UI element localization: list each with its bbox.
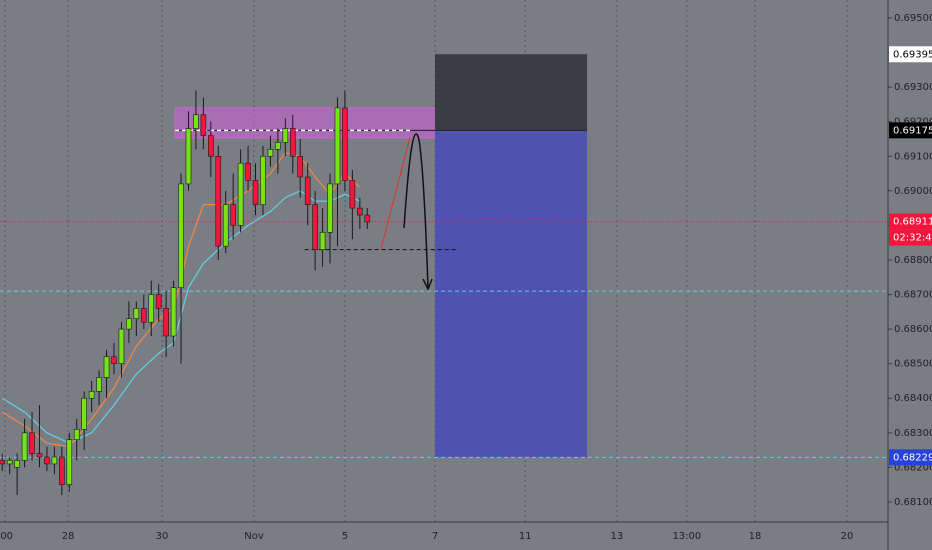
candle-body (103, 356, 110, 378)
candle-body (73, 429, 80, 441)
candle-body (260, 155, 266, 205)
candle-body (148, 294, 155, 323)
countdown-label: 02:32:42 (893, 233, 932, 244)
candle-body (133, 308, 140, 320)
candle-body (155, 294, 162, 309)
y-tick-label: 0.68800 (894, 255, 932, 266)
y-tick-label: 0.69500 (894, 13, 932, 24)
y-tick-label: 0.68300 (894, 428, 932, 439)
stop-price-label: 0.69395 (893, 49, 932, 60)
countdown-label-bg (889, 229, 932, 246)
candle-body (222, 204, 229, 247)
candle-body (59, 456, 65, 485)
stop-price-label-bg (889, 46, 932, 63)
y-tick-label: 0.68700 (894, 290, 932, 301)
x-tick-label: 11 (519, 531, 532, 542)
candle-body (178, 183, 184, 288)
candle-body (364, 214, 371, 223)
y-tick-label: 0.69300 (894, 82, 932, 93)
candle-body (163, 308, 169, 337)
entry-price-label-bg (889, 122, 932, 139)
projection-line (380, 136, 411, 250)
target-box (435, 130, 588, 458)
candle-body (237, 162, 244, 226)
x-tick-label: 5 (342, 531, 348, 542)
candle-body (14, 460, 20, 468)
candle-body (126, 318, 132, 330)
x-tick-label: :00 (0, 531, 13, 542)
candle-body (245, 162, 251, 181)
x-tick-label: 7 (432, 531, 438, 542)
candle-body (289, 128, 296, 157)
x-tick-label: 13 (610, 531, 623, 542)
candle-body (6, 460, 13, 465)
candle-body (140, 308, 147, 323)
candle-body (96, 377, 102, 392)
target-price-label: 0.68229 (893, 452, 932, 463)
candle-body (312, 204, 318, 250)
candle-body (230, 204, 236, 226)
candle-body (44, 456, 50, 465)
x-tick-label: 18 (749, 531, 762, 542)
candle-body (275, 142, 281, 150)
x-tick-label: Nov (244, 531, 264, 542)
x-tick-label: 30 (156, 531, 169, 542)
candle-body (327, 183, 333, 233)
y-tick-label: 0.68500 (894, 359, 932, 370)
candle-body (36, 453, 43, 458)
candle-body (319, 232, 326, 250)
candle-body (81, 397, 87, 430)
candle-body (342, 107, 348, 181)
candle-body (267, 149, 274, 157)
x-tick-label: 28 (62, 531, 75, 542)
arrow-head (422, 278, 433, 291)
candle-body (215, 155, 222, 247)
candle-body (170, 287, 177, 337)
candle-body (334, 107, 341, 185)
candle-body (185, 128, 192, 185)
candle-body (282, 128, 289, 143)
y-tick-label: 0.68200 (894, 462, 932, 473)
candle-body (208, 135, 214, 157)
candle-body (349, 180, 356, 209)
y-tick-label: 0.68600 (894, 324, 932, 335)
projection-arrow (403, 133, 429, 289)
y-tick-label: 0.68100 (894, 497, 932, 508)
stop-box (435, 54, 588, 131)
candle-body (29, 432, 35, 454)
last-price-label: 0.68911 (893, 217, 932, 228)
candle-body (297, 155, 304, 178)
candle-body (118, 328, 125, 364)
y-tick-label: 0.69100 (894, 151, 932, 162)
y-tick-label: 0.68400 (894, 393, 932, 404)
candle-body (252, 180, 259, 205)
candle-body (200, 114, 207, 136)
x-tick-label: 20 (841, 531, 854, 542)
candle-body (357, 207, 363, 216)
target-price-label-bg (889, 449, 932, 466)
entry-price-label: 0.69175 (893, 125, 932, 136)
candle-body (21, 432, 28, 461)
candle-body (51, 456, 58, 465)
y-tick-label: 0.69200 (894, 117, 932, 128)
y-tick-label: 0.69000 (894, 186, 932, 197)
candle-body (88, 391, 95, 399)
last-price-label-bg (889, 213, 932, 230)
candle-body (0, 460, 6, 465)
x-tick-label: 13:00 (672, 531, 701, 542)
candle-body (193, 114, 199, 129)
candle-body (111, 356, 117, 364)
candle-body (66, 439, 73, 485)
candle-body (304, 176, 311, 205)
